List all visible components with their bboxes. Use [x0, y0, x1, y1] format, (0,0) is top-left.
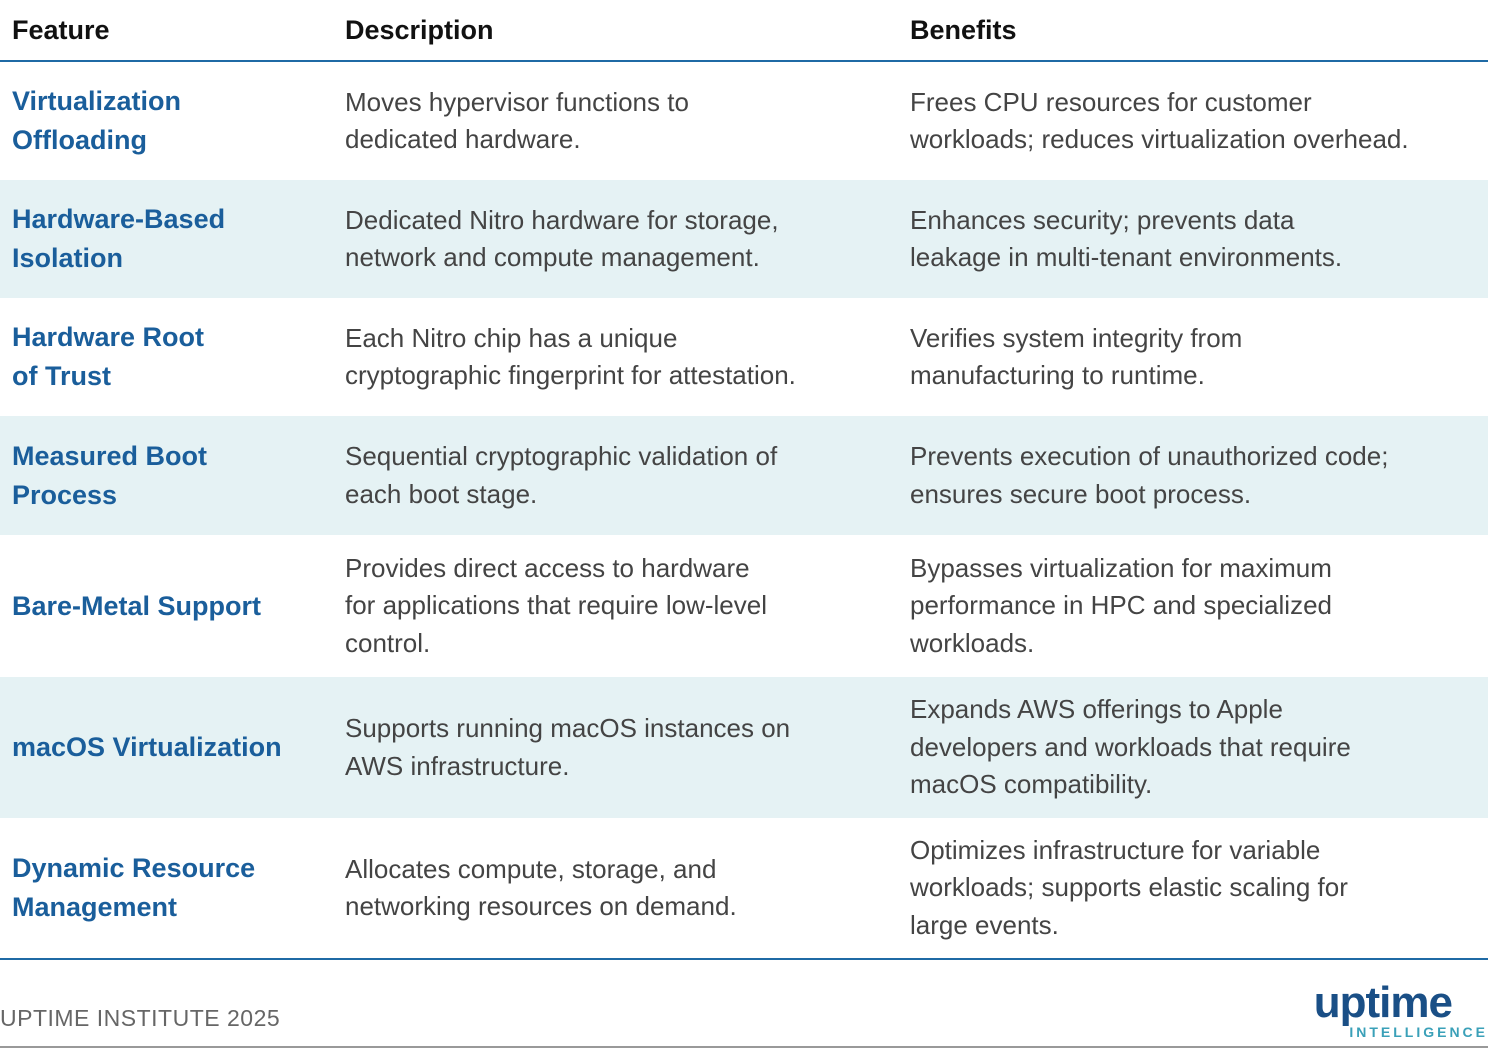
- feature-cell: Dynamic Resource Management: [12, 853, 256, 922]
- feature-cell: Measured Boot Process: [12, 440, 208, 510]
- benefits-cell: Expands AWS offerings to Apple developer…: [910, 694, 1351, 800]
- feature-cell: Virtualization Offloading: [12, 86, 182, 155]
- header-row: Feature Description Benefits: [0, 0, 1488, 62]
- benefits-cell: Bypasses virtualization for maximum perf…: [910, 552, 1332, 658]
- table: Feature Description Benefits Virtualizat…: [0, 0, 1488, 958]
- description-cell: Allocates compute, storage, and networki…: [345, 853, 737, 922]
- table-row: macOS Virtualization Supports running mac…: [0, 677, 1488, 818]
- benefits-cell: Prevents execution of unauthorized code;…: [910, 441, 1389, 509]
- table-rule: [0, 958, 1488, 960]
- table-row: Bare-Metal Support Provides direct access…: [0, 535, 1488, 677]
- feature-cell: macOS Virtualization: [12, 732, 282, 762]
- header-cell: Benefits: [910, 14, 1017, 45]
- header-cell: Feature: [12, 14, 110, 45]
- table-row: Dynamic Resource Management Allocates com…: [0, 818, 1488, 958]
- footer-rule: [0, 1046, 1488, 1048]
- table-row: Hardware Root of Trust Each Nitro chip ha…: [0, 298, 1488, 416]
- feature-cell: Bare-Metal Support: [12, 590, 262, 621]
- benefits-cell: Frees CPU resources for customer workloa…: [910, 86, 1409, 155]
- description-cell: Dedicated Nitro hardware for storage, ne…: [345, 204, 779, 273]
- feature-cell: Hardware-Based Isolation: [12, 204, 226, 273]
- table-row: Measured Boot Process Sequential cryptogr…: [0, 416, 1488, 535]
- table-row: Virtualization Offloading Moves hyperviso…: [0, 62, 1488, 180]
- logo-tagline: INTELLIGENCE: [1349, 1024, 1488, 1040]
- source: UPTIME INSTITUTE 2025: [0, 1005, 281, 1031]
- table-row: Hardware-Based Isolation Dedicated Nitro …: [0, 180, 1488, 298]
- description-cell: Sequential cryptographic validation of e…: [345, 441, 778, 509]
- benefits-cell: Optimizes infrastructure for variable wo…: [910, 834, 1348, 940]
- description-cell: Provides direct access to hardware for a…: [345, 552, 767, 658]
- table-body: Virtualization Offloading Moves hyperviso…: [0, 62, 1488, 958]
- feature-cell: Hardware Root of Trust: [12, 322, 205, 391]
- logo-name: uptime: [1313, 978, 1453, 1027]
- header-cell: Description: [345, 14, 494, 45]
- benefits-cell: Enhances security; prevents data leakage…: [910, 204, 1343, 273]
- description-cell: Each Nitro chip has a unique cryptograph…: [345, 322, 796, 391]
- description-cell: Moves hypervisor functions to dedicated …: [345, 86, 689, 155]
- benefits-cell: Verifies system integrity from manufactu…: [910, 322, 1243, 391]
- description-cell: Supports running macOS instances on AWS …: [345, 713, 791, 781]
